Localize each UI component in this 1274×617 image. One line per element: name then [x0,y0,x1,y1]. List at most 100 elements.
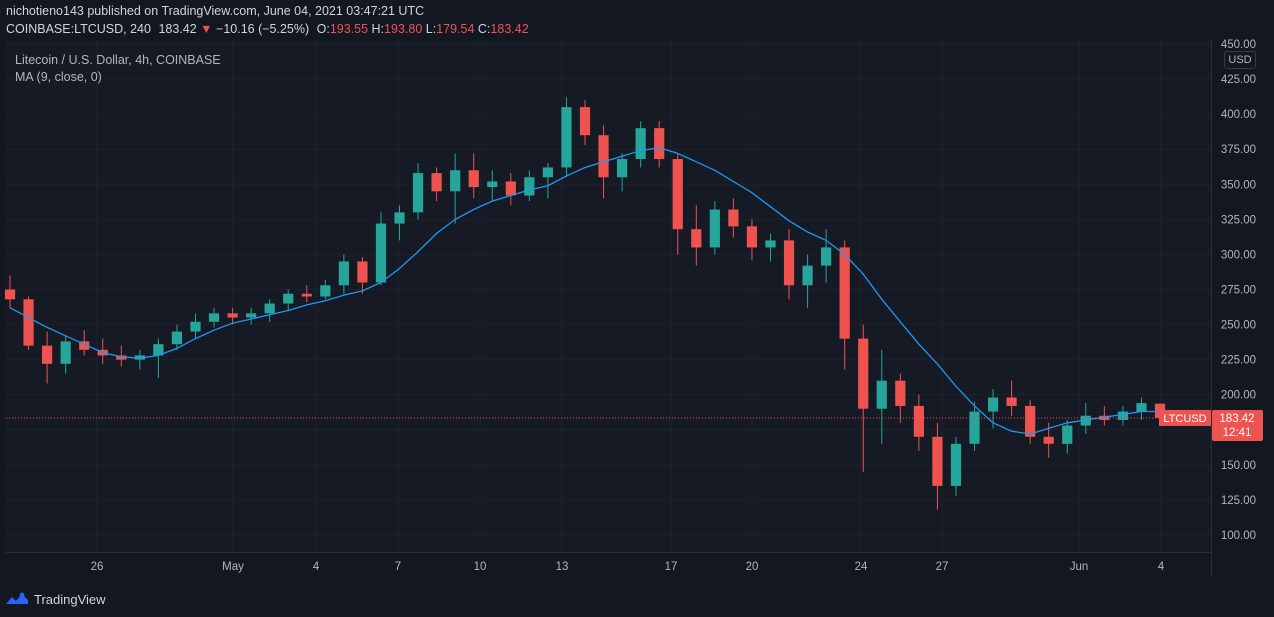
candle-body [1080,415,1091,426]
candle-body [654,128,665,160]
price-tick-label: 425.00 [1221,74,1256,86]
price-tick-label: 325.00 [1221,214,1256,226]
price-tick-label: 100.00 [1221,530,1256,542]
candle-body [728,209,739,227]
symbol-ohlc-bar: COINBASE:LTCUSD, 240 183.42 ▼ −10.16 (−5… [6,22,529,36]
close-value: 183.42 [490,22,529,36]
candle-body [969,411,980,444]
high-value: 193.80 [384,22,423,36]
symbol-tag-label: LTCUSD [1163,413,1206,425]
candle-body [709,209,720,248]
candle-body [524,177,535,196]
price-tick-label: 225.00 [1221,355,1256,367]
candle-body [561,107,572,168]
time-scale[interactable] [6,552,1211,578]
candle-body [450,170,461,192]
price-scale[interactable] [1211,40,1274,577]
price-tag-value: 183.42 [1219,413,1254,425]
candle-body [1043,436,1054,444]
price-tag [1212,409,1263,441]
price-tick-label: 300.00 [1221,249,1256,261]
tradingview-brand[interactable]: TradingView [6,590,106,608]
candle-body [153,344,164,356]
brand-name: TradingView [34,591,106,607]
price-tick-label: 400.00 [1221,109,1256,121]
candle-body [431,173,442,192]
symbol-tag [1159,409,1211,426]
candle-body [116,355,127,360]
candle-body [876,380,887,409]
time-tick-label: 26 [91,561,104,573]
candle-body [23,299,34,346]
price-tick-label: 450.00 [1221,39,1256,51]
time-tick-label: 17 [665,561,678,573]
publisher-line: nichotieno143 published on TradingView.c… [6,4,425,18]
time-tick-label: May [222,561,244,573]
candle-body [895,380,906,406]
low-label: L: [425,22,437,36]
candle-body [765,240,776,248]
tradingview-logo-icon [6,592,28,604]
time-tick-label: 7 [395,561,401,573]
candle-body [987,397,999,412]
candle-body [264,303,275,314]
candle-body [932,436,943,486]
symbol-label: COINBASE:LTCUSD, 240 [6,22,151,36]
candle-body [375,223,387,283]
candle-body [672,159,683,230]
candle-body [246,313,257,318]
last-price: 183.42 [158,22,197,36]
candle-body [505,181,516,196]
currency-label[interactable]: USD [1224,51,1256,69]
legend-title: Litecoin / U.S. Dollar, 4h, COINBASE [15,53,221,67]
low-value: 179.54 [436,22,475,36]
candle-body [394,212,405,224]
candle-body [783,240,795,286]
price-change: −10.16 (−5.25%) [216,22,310,36]
time-tick-label: 13 [556,561,569,573]
candle-body [79,341,90,350]
time-tick-label: 10 [474,561,487,573]
price-tick-label: 375.00 [1221,144,1256,156]
candle-body [338,261,349,286]
candle-body [357,261,368,283]
time-tick-label: 27 [936,561,949,573]
candle-body [190,321,201,332]
candle-body [1117,411,1129,420]
candle-body [4,289,16,300]
plot-area[interactable] [6,40,1211,552]
candle-body [858,338,869,409]
candle-body [41,345,53,364]
candle-body [950,443,962,486]
candle-body [542,167,554,178]
price-tick-label: 150.00 [1221,460,1256,472]
candle-body [468,170,479,188]
candle-body [171,331,183,345]
candle-body [839,247,850,339]
candle-body [1136,403,1147,412]
price-tick-label: 275.00 [1221,285,1256,297]
candle-body [635,128,646,160]
candle-body [1062,425,1073,444]
open-label: O: [316,22,330,36]
candle-body [802,265,813,286]
candle-body [320,285,331,297]
price-tick-label: 200.00 [1221,390,1256,402]
high-label: H: [371,22,385,36]
candle-body [579,107,591,136]
time-tick-label: 24 [855,561,868,573]
candle-body [208,313,220,322]
candle-body [913,405,924,437]
time-tick-label: Jun [1070,561,1089,573]
candle-body [598,135,609,178]
price-tag-countdown: 12:41 [1223,427,1252,439]
candle-body [821,247,832,266]
time-tick-label: 4 [313,561,320,573]
candle-body [487,181,498,188]
candle-body [412,173,424,213]
candle-body [691,229,702,248]
candle-body [60,341,71,364]
candle-body [227,313,238,318]
time-tick-label: 20 [746,561,759,573]
